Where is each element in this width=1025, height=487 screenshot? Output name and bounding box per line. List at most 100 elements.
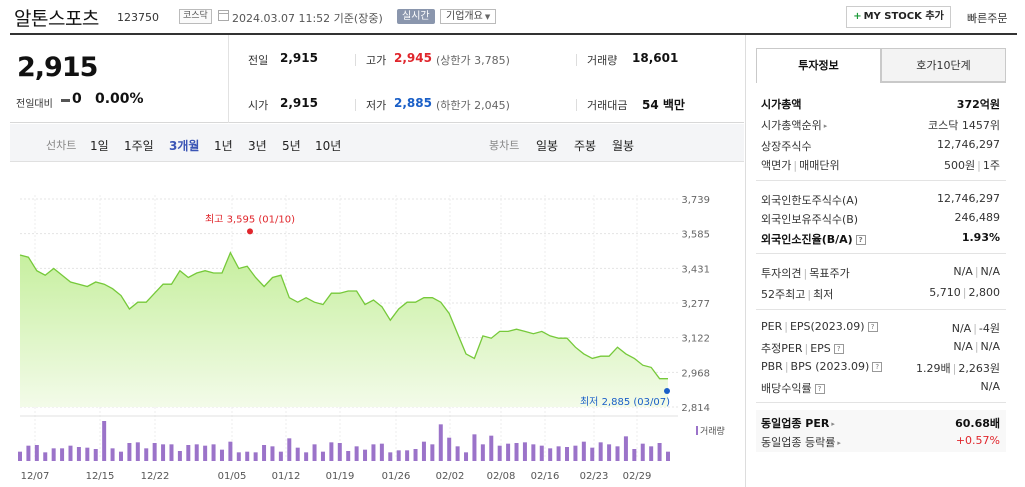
volume-bar	[522, 442, 527, 461]
tab-10year[interactable]: 10년	[315, 139, 342, 153]
x-tick-label: 01/19	[326, 471, 355, 482]
x-tick-label: 01/12	[272, 471, 301, 482]
tab-5year[interactable]: 5년	[282, 139, 301, 153]
separator	[576, 54, 577, 66]
volume-bar	[253, 452, 258, 461]
calendar-icon	[218, 10, 229, 21]
volume-bar	[590, 447, 595, 461]
eps-text: EPS(2023.09)	[789, 320, 865, 333]
tab-underline	[756, 82, 1006, 83]
change-value: 0	[72, 91, 82, 107]
tab-investment-info[interactable]: 투자정보	[756, 48, 881, 82]
volume-bar	[186, 445, 191, 461]
volume-bar	[489, 435, 494, 461]
change-label: 전일대비	[16, 99, 53, 110]
max-marker	[247, 228, 253, 235]
volume-bar	[598, 442, 603, 461]
volume-bar	[666, 451, 670, 461]
price-area	[20, 252, 668, 407]
tab-1week[interactable]: 1주일	[124, 139, 154, 153]
est-eps-text: EPS	[810, 342, 831, 355]
y-tick-label: 3,739	[681, 195, 710, 206]
volume-bar	[295, 447, 300, 461]
volume-bar	[472, 434, 477, 461]
tab-1year[interactable]: 1년	[214, 139, 233, 153]
tab-3year[interactable]: 3년	[248, 139, 267, 153]
separator: |	[977, 159, 981, 172]
volume-bar	[438, 424, 443, 461]
add-my-stock-button[interactable]: + MY STOCK 추가	[846, 6, 951, 28]
lower-limit: (하한가 2,045)	[436, 99, 510, 112]
52w-value: 5,710 | 2,800	[929, 286, 1000, 299]
bps-text: BPS (2023.09)	[790, 360, 870, 373]
pbr-label: PBR | BPS (2023.09)?	[761, 360, 883, 373]
volume-bar	[405, 450, 410, 461]
separator: |	[973, 322, 977, 335]
pbr-number: 1.29배	[916, 362, 951, 375]
y-tick-label: 3,585	[681, 230, 710, 241]
line-chart-label: 선차트	[46, 139, 77, 152]
min-marker	[664, 388, 670, 395]
volume-bar	[320, 451, 325, 461]
company-overview-button[interactable]: 기업개요 ▼	[440, 9, 497, 24]
pbr-text: PBR	[761, 360, 783, 373]
est-eps-number: N/A	[980, 340, 1000, 353]
tab-orderbook-10[interactable]: 호가10단계	[881, 48, 1006, 82]
x-tick-label: 02/29	[623, 471, 652, 482]
arrow-right-icon: ▸	[823, 122, 828, 130]
x-tick-label: 01/26	[382, 471, 411, 482]
price-chart[interactable]: 3,739 3,585 3,431 3,277 3,122 2,968 2,814 최고 3…	[10, 170, 744, 487]
volume-bar	[43, 452, 48, 461]
peer-per-label[interactable]: 동일업종 PER ▸	[761, 415, 835, 431]
help-icon[interactable]: ?	[872, 362, 883, 372]
market-cap-rank-label[interactable]: 시가총액순위 ▸	[761, 117, 827, 133]
realtime-badge[interactable]: 실시간	[397, 9, 435, 24]
volume-bar	[346, 451, 351, 461]
volume-bar	[379, 443, 384, 461]
volume-bar	[144, 448, 149, 461]
volume-bar	[60, 448, 65, 461]
volume-bar	[219, 449, 224, 461]
plus-icon: +	[853, 11, 862, 22]
help-icon[interactable]: ?	[855, 235, 866, 245]
volume-bar	[531, 444, 536, 461]
52w-high-number: 5,710	[929, 286, 961, 299]
volume-bar	[127, 443, 132, 461]
tab-3month[interactable]: 3개월	[169, 139, 200, 153]
volume-bar	[161, 444, 166, 461]
volume-bar	[413, 449, 418, 461]
volume-bar	[85, 447, 90, 461]
volume-bar	[607, 444, 612, 461]
tab-weekly-candle[interactable]: 주봉	[574, 139, 597, 153]
stock-code: 123750	[117, 11, 159, 24]
volume-bar	[68, 445, 73, 461]
tab-monthly-candle[interactable]: 월봉	[612, 139, 635, 153]
divider	[756, 253, 1006, 254]
separator: |	[793, 159, 798, 172]
volume-bar	[455, 446, 460, 461]
max-annotation: 최고 3,595 (01/10)	[205, 213, 295, 225]
tab-1day[interactable]: 1일	[90, 139, 109, 153]
volume-bar	[102, 421, 107, 461]
x-tick-label: 12/22	[141, 471, 170, 482]
volume-bar	[363, 449, 368, 461]
tab-daily-candle[interactable]: 일봉	[536, 139, 559, 153]
help-icon[interactable]: ?	[867, 322, 878, 332]
opinion-label: 투자의견 | 목표주가	[761, 265, 850, 281]
help-icon[interactable]: ?	[814, 384, 825, 394]
52w-low-text: 최저	[813, 288, 834, 301]
volume-legend-label: 거래량	[700, 425, 725, 437]
peer-change-label[interactable]: 동일업종 등락률 ▸	[761, 434, 841, 450]
help-icon[interactable]: ?	[833, 344, 844, 354]
timestamp: 2024.03.07 11:52 기준(장중)	[232, 12, 383, 25]
market-cap-rank-value: 코스닥 1457위	[928, 119, 1000, 132]
x-tick-label: 02/02	[436, 471, 465, 482]
summary-divider	[228, 35, 229, 123]
separator: |	[952, 362, 957, 375]
y-tick-label: 2,968	[681, 368, 710, 379]
face-value-label: 액면가 | 매매단위	[761, 157, 840, 173]
volume-bar	[640, 443, 645, 461]
volume-bar	[447, 437, 452, 461]
open-label: 시가	[248, 99, 269, 112]
quick-order-link[interactable]: 빠른주문	[967, 12, 1008, 25]
